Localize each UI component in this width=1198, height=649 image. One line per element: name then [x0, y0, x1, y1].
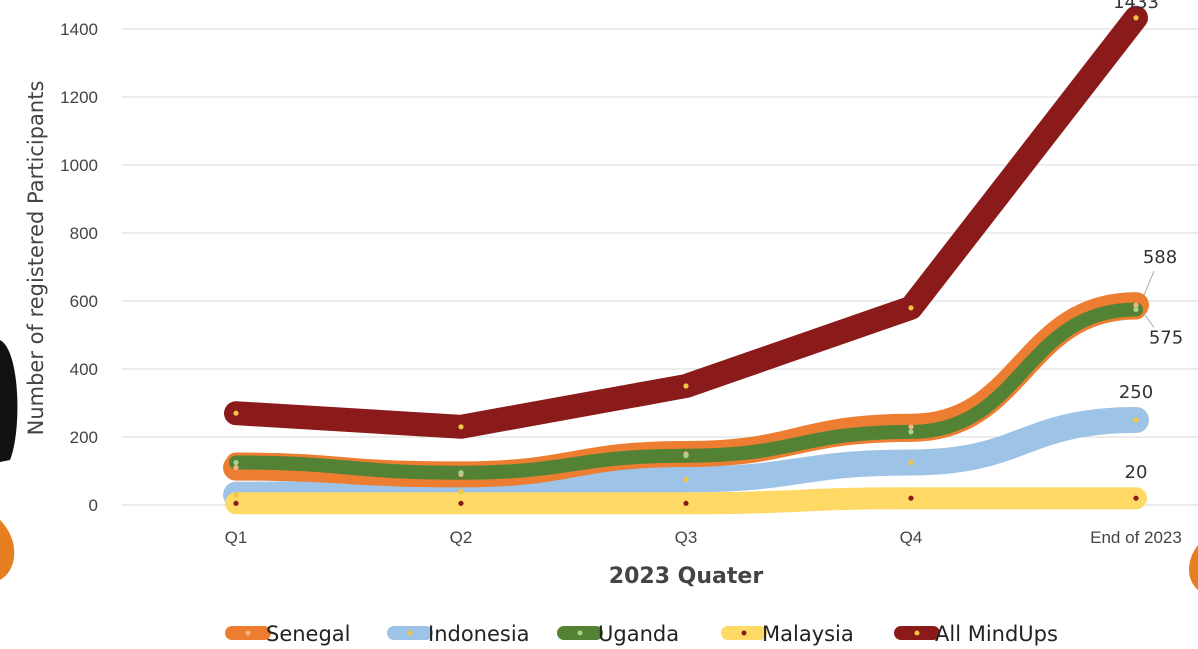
leader-line-senegal [1143, 270, 1155, 296]
legend-item-uganda: Uganda [557, 622, 679, 646]
y-tick-label: 1000 [60, 156, 98, 175]
legend-marker [407, 630, 413, 636]
series-point-all-mindups [683, 383, 689, 389]
legend-marker [577, 630, 583, 636]
left-decoration [0, 340, 18, 462]
legend-label: Senegal [266, 622, 351, 646]
series-point-senegal [1133, 302, 1139, 308]
series-lines [223, 5, 1149, 515]
legend-item-indonesia: Indonesia [387, 622, 530, 646]
y-tick-label: 400 [70, 360, 98, 379]
left-orange-decoration [0, 520, 15, 580]
legend-item-malaysia: Malaysia [721, 622, 854, 646]
series-point-uganda [233, 459, 239, 466]
legend-label: Malaysia [762, 622, 854, 646]
series-point-senegal [233, 465, 239, 471]
y-axis-title: Number of registered Participants [24, 81, 48, 436]
series-point-indonesia [683, 476, 689, 483]
y-tick-label: 200 [70, 428, 98, 447]
data-label-malaysia: 20 [1125, 462, 1148, 483]
legend-item-senegal: Senegal [225, 622, 351, 646]
series-point-indonesia [1133, 417, 1139, 423]
series-point-uganda [1133, 306, 1139, 313]
y-tick-labels: 0 200 400 600 800 1000 1200 1400 [60, 20, 98, 515]
data-label-senegal: 588 [1143, 247, 1177, 268]
series-point-all-mindups [233, 410, 239, 416]
y-tick-label: 1200 [60, 88, 98, 107]
right-orange-decoration [1189, 545, 1198, 590]
legend-marker [741, 630, 747, 636]
data-label-uganda: 575 [1149, 328, 1183, 349]
series-point-malaysia [908, 495, 914, 501]
series-point-uganda [683, 453, 689, 459]
legend-item-all-mindups: All MindUps [894, 622, 1058, 646]
legend-label: All MindUps [935, 622, 1058, 646]
y-tick-label: 1400 [60, 20, 98, 39]
data-label-indonesia: 250 [1119, 382, 1153, 403]
x-tick-label: Q3 [675, 528, 698, 547]
series-point-uganda [908, 429, 914, 435]
series-point-all-mindups [908, 305, 914, 311]
y-tick-label: 800 [70, 224, 98, 243]
series-point-malaysia [458, 500, 464, 506]
series-point-malaysia [233, 500, 239, 506]
legend-label: Indonesia [428, 622, 530, 646]
series-line-uganda [229, 302, 1143, 480]
series-point-all-mindups [458, 424, 464, 430]
series-markers [233, 15, 1139, 506]
series-point-uganda [458, 470, 464, 476]
data-label-all-mindups: 1433 [1113, 0, 1159, 13]
data-labels: 588 575 250 20 1433 [1113, 0, 1183, 483]
x-axis-title: 2023 Quater [609, 564, 764, 589]
leader-line-uganda [1143, 313, 1155, 328]
x-tick-labels: Q1 Q2 Q3 Q4 End of 2023 [225, 528, 1182, 547]
series-point-indonesia [908, 459, 914, 466]
y-tick-label: 600 [70, 292, 98, 311]
x-tick-label: Q4 [900, 528, 923, 547]
x-tick-label: Q1 [225, 528, 248, 547]
legend: Senegal Indonesia Uganda Malaysia All MindUp… [225, 622, 1058, 646]
series-point-malaysia [1133, 495, 1139, 501]
series-point-senegal [908, 424, 914, 430]
series-point-all-mindups [1133, 15, 1139, 21]
series-line-all-mindups [224, 5, 1148, 439]
y-tick-label: 0 [89, 496, 98, 515]
legend-marker [245, 630, 251, 636]
x-tick-label: Q2 [450, 528, 473, 547]
series-point-indonesia [233, 492, 239, 498]
legend-marker [914, 630, 920, 636]
cropped-side-decoration [0, 340, 1198, 590]
x-tick-label: End of 2023 [1090, 528, 1182, 547]
series-point-indonesia [458, 488, 464, 494]
series-point-malaysia [683, 500, 689, 506]
legend-label: Uganda [598, 622, 679, 646]
